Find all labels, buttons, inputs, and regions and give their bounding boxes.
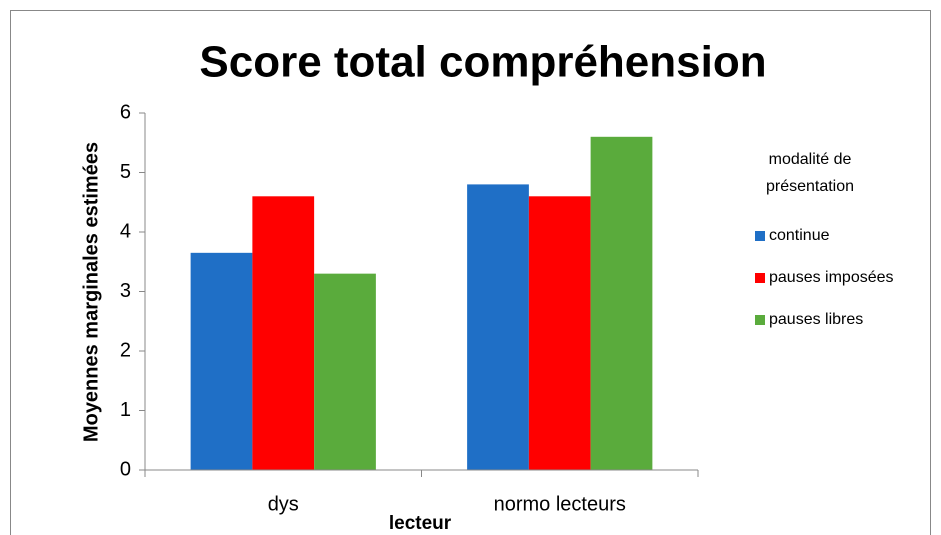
bar <box>590 136 653 471</box>
legend-title: modalité de présentation <box>765 151 855 195</box>
y-axis-label: Moyennes marginales estimées <box>80 142 102 442</box>
y-tick-label: 4 <box>120 220 131 242</box>
legend-swatch <box>755 273 765 283</box>
bar <box>467 184 529 470</box>
x-tick-label: normo lecteurs <box>494 493 626 515</box>
legend-swatch <box>755 231 765 241</box>
legend-label: pauses imposées <box>769 269 894 286</box>
y-tick-label: 1 <box>120 399 131 421</box>
bar <box>314 273 376 470</box>
legend-label: continue <box>769 227 830 244</box>
legend-swatch <box>755 315 765 325</box>
chart-title: Score total compréhension <box>199 38 766 87</box>
chart-border <box>10 10 931 535</box>
y-tick-label: 5 <box>120 161 131 183</box>
y-tick-label: 0 <box>120 458 131 480</box>
x-axis-label: lecteur <box>389 513 452 534</box>
y-tick-label: 2 <box>120 339 131 361</box>
legend-label: pauses libres <box>769 311 863 328</box>
bar <box>528 196 591 471</box>
y-tick-label: 3 <box>120 280 131 302</box>
x-tick-label: dys <box>268 493 299 515</box>
bar <box>252 196 315 471</box>
bar <box>190 252 253 470</box>
y-tick-label: 6 <box>120 101 131 123</box>
